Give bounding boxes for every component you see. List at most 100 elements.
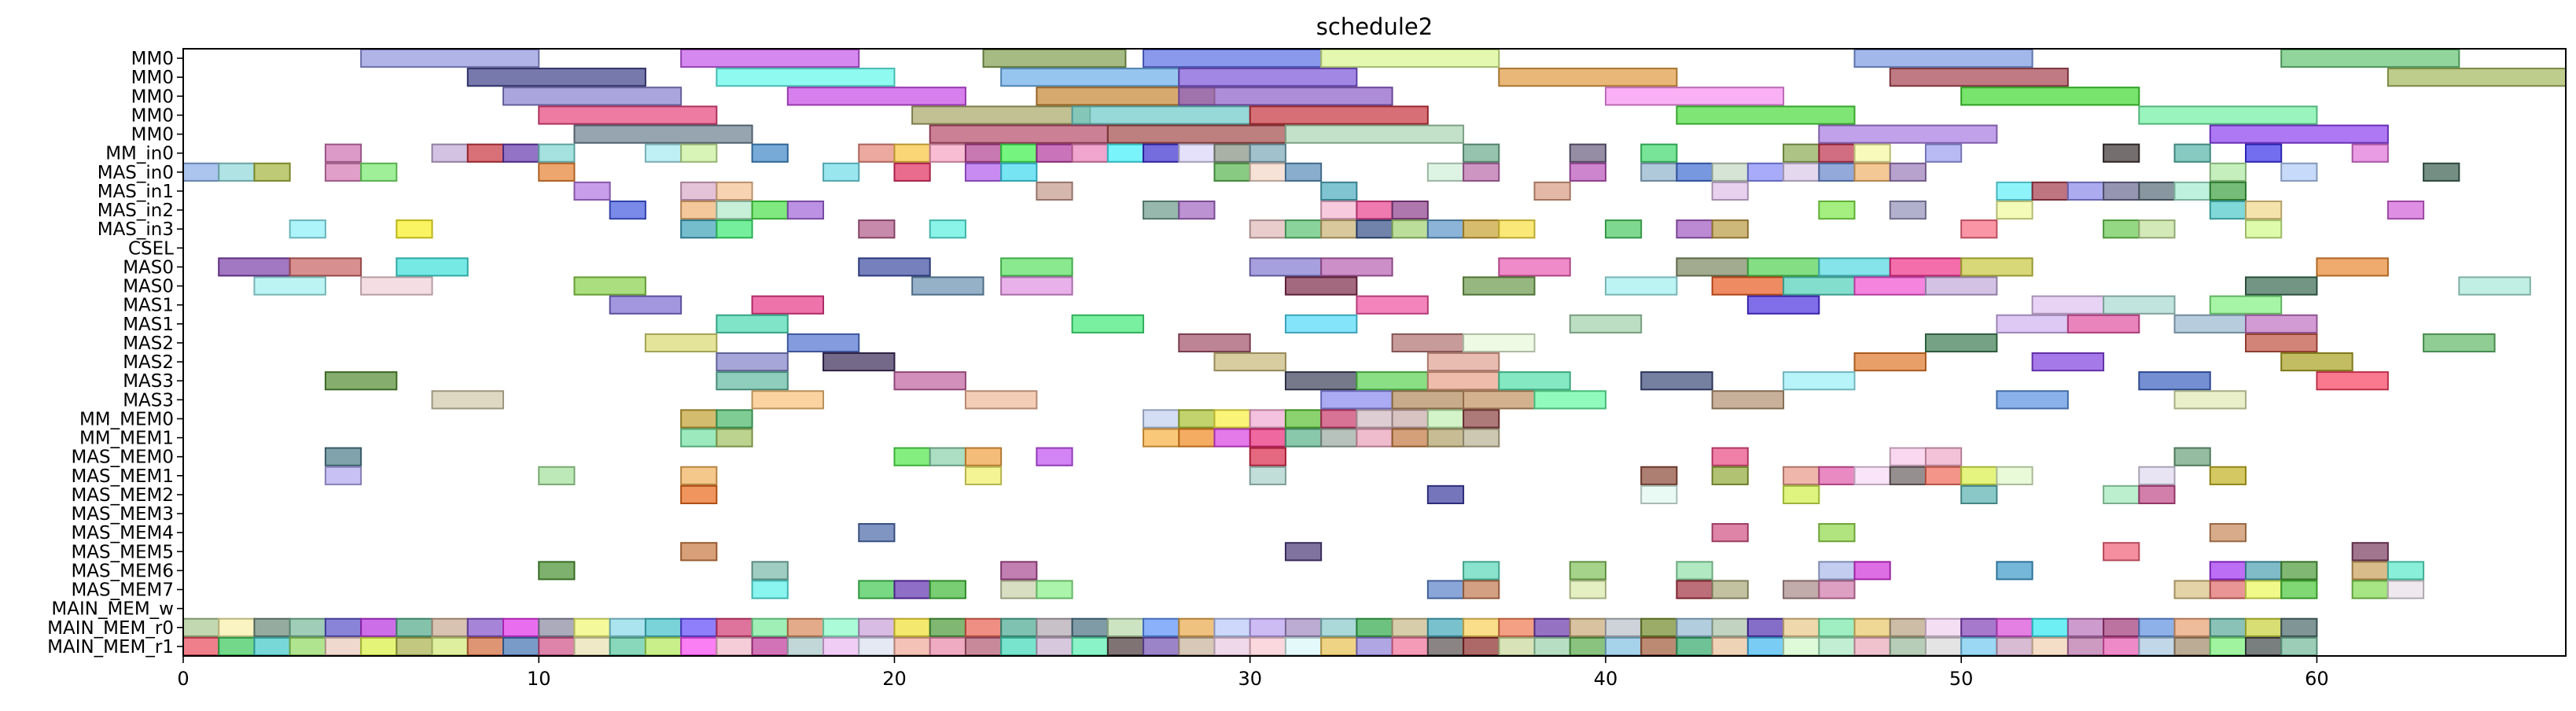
y-tick-label: MAS_MEM2 xyxy=(71,485,174,506)
task-bar xyxy=(466,68,646,87)
task-bar xyxy=(502,617,540,637)
task-bar xyxy=(360,162,398,182)
task-bar xyxy=(1106,617,1145,637)
task-bar xyxy=(680,48,860,68)
task-bar xyxy=(1818,143,1856,163)
task-bar xyxy=(2280,561,2318,580)
task-bar xyxy=(396,617,433,637)
task-bar xyxy=(1924,636,1963,657)
task-bar xyxy=(1676,580,1713,599)
task-bar xyxy=(1426,580,1465,599)
task-bar xyxy=(2386,561,2425,580)
task-bar xyxy=(1213,352,1286,372)
task-bar xyxy=(1924,617,1963,637)
task-bar xyxy=(822,636,860,657)
task-bar xyxy=(1853,466,1891,485)
task-bar xyxy=(182,636,220,657)
task-bar xyxy=(1426,219,1465,239)
task-bar xyxy=(2103,617,2140,637)
task-bar xyxy=(1356,219,1393,239)
task-bar xyxy=(929,636,966,657)
task-bar xyxy=(929,447,966,466)
task-bar xyxy=(1178,333,1251,353)
task-bar xyxy=(1533,181,1571,201)
task-bar xyxy=(538,466,576,485)
task-bar xyxy=(2244,561,2283,580)
task-bar xyxy=(2138,484,2176,505)
task-bar xyxy=(2209,181,2247,201)
task-bar xyxy=(644,143,683,163)
y-tick-label: MAS_in0 xyxy=(98,163,174,183)
y-tick-label: MAS3 xyxy=(123,371,174,392)
task-bar xyxy=(1711,636,1749,657)
task-bar xyxy=(253,636,291,657)
task-bar xyxy=(822,162,860,182)
task-bar xyxy=(716,219,753,239)
task-bar xyxy=(1853,162,1891,182)
task-bar xyxy=(2103,219,2140,239)
task-bar xyxy=(431,617,469,637)
task-bar xyxy=(2280,636,2318,657)
task-bar xyxy=(644,333,718,353)
task-bar xyxy=(1320,181,1358,201)
task-bar xyxy=(1000,257,1073,277)
task-bar xyxy=(360,48,540,68)
y-tick-label: MAS_in1 xyxy=(98,182,174,202)
task-bar xyxy=(1818,257,1891,277)
task-bar xyxy=(751,580,789,599)
task-bar xyxy=(1106,636,1145,657)
task-bar xyxy=(716,371,789,391)
task-bar xyxy=(858,219,896,239)
task-bar xyxy=(2423,162,2460,182)
task-bar xyxy=(680,466,718,485)
task-bar xyxy=(893,636,931,657)
task-bar xyxy=(2103,484,2140,505)
task-bar xyxy=(1889,200,1926,220)
task-bar xyxy=(1853,352,1926,372)
task-bar xyxy=(1533,390,1606,410)
y-tick-label: MAS0 xyxy=(123,277,174,297)
task-bar xyxy=(1249,466,1286,485)
task-bar xyxy=(2173,447,2211,466)
task-bar xyxy=(1746,617,1785,637)
task-bar xyxy=(1676,257,1749,277)
task-bar xyxy=(1071,617,1109,637)
task-bar xyxy=(2209,200,2247,220)
task-bar xyxy=(680,200,718,220)
task-bar xyxy=(1746,636,1785,657)
task-bar xyxy=(1036,181,1073,201)
task-bar xyxy=(396,636,433,657)
task-bar xyxy=(893,162,931,182)
task-bar xyxy=(1178,617,1216,637)
task-bar xyxy=(431,390,505,410)
task-bar xyxy=(1249,617,1286,637)
task-bar xyxy=(2173,143,2211,163)
task-bar xyxy=(680,219,718,239)
task-bar xyxy=(1320,257,1393,277)
task-bar xyxy=(1213,162,1251,182)
task-bar xyxy=(2031,636,2069,657)
task-bar xyxy=(538,162,576,182)
task-bar xyxy=(1284,409,1323,429)
y-tick-label: MAS3 xyxy=(123,390,174,411)
task-bar xyxy=(1853,143,1891,163)
task-bar xyxy=(858,257,931,277)
task-bar xyxy=(466,636,505,657)
task-bar xyxy=(1960,636,1998,657)
task-bar xyxy=(1783,162,1820,182)
task-bar xyxy=(716,428,753,448)
task-bar xyxy=(360,636,398,657)
task-bar xyxy=(289,636,326,657)
task-bar xyxy=(538,105,718,125)
task-bar xyxy=(680,428,718,448)
task-bar xyxy=(2316,371,2389,391)
task-bar xyxy=(1356,371,1429,391)
task-bar xyxy=(644,636,683,657)
task-bar xyxy=(822,617,860,637)
task-bar xyxy=(573,181,611,201)
task-bar xyxy=(1604,617,1643,637)
task-bar xyxy=(1426,162,1465,182)
task-bar xyxy=(1853,276,1926,296)
task-bar xyxy=(680,617,718,637)
task-bar xyxy=(1463,617,1500,637)
